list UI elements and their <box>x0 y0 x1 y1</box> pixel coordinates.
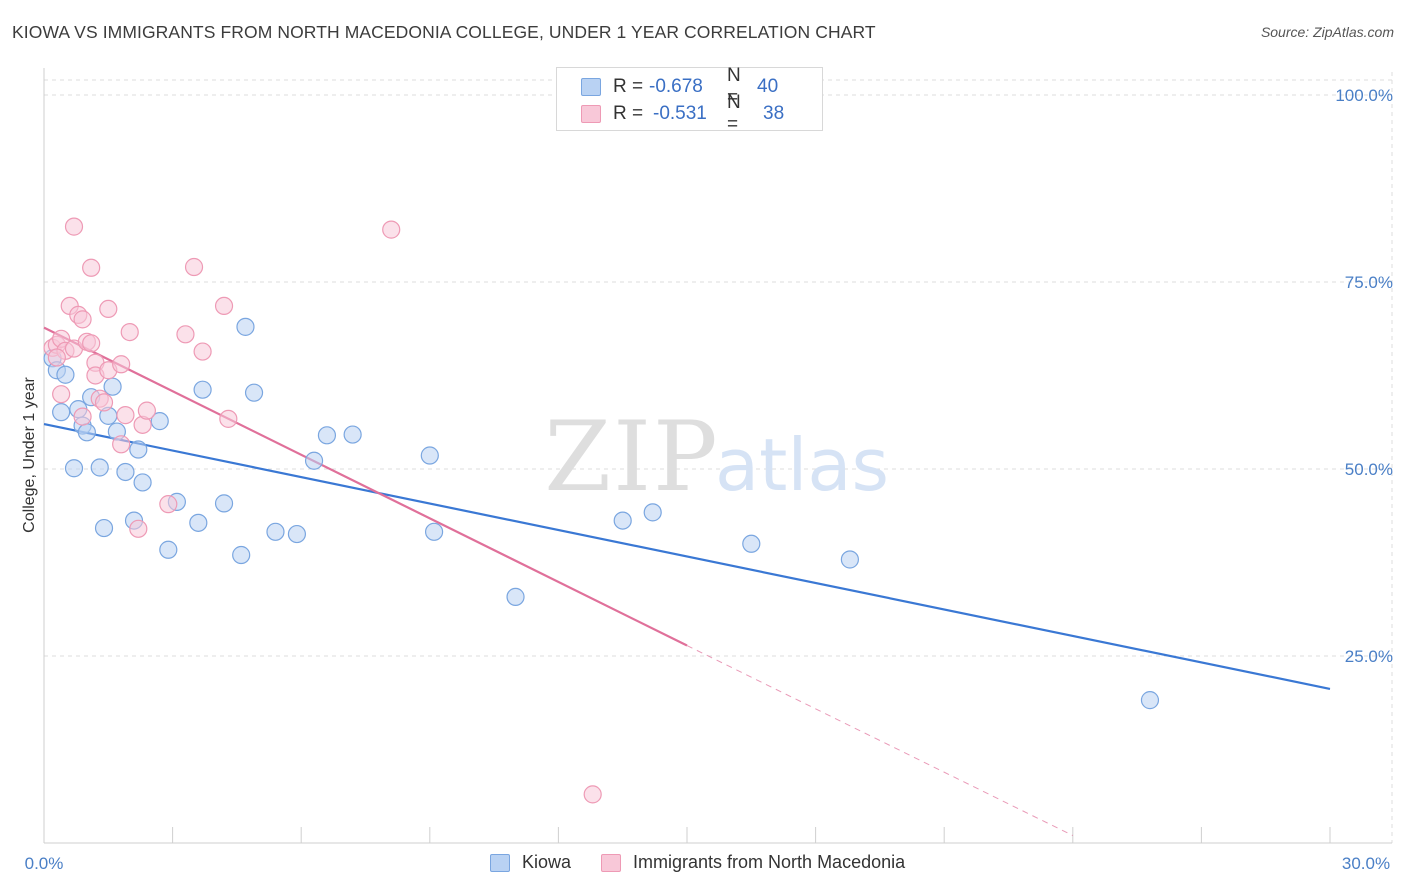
data-point-macedonia <box>214 296 234 316</box>
bottom-legend-label-macedonia: Immigrants from North Macedonia <box>633 852 906 872</box>
data-point-kiowa <box>613 511 632 530</box>
axes <box>43 68 1392 844</box>
y-tick-label: 100.0% <box>1335 86 1393 105</box>
data-point-macedonia <box>193 342 212 361</box>
legend-r-label: R = <box>613 76 644 97</box>
legend-n-value-kiowa: 40 <box>757 76 779 97</box>
trend-lines <box>43 326 1331 836</box>
data-point-kiowa <box>420 446 439 465</box>
data-point-macedonia <box>129 519 148 538</box>
y-tick-label: 25.0% <box>1345 647 1393 666</box>
watermark-zip: ZIP <box>544 401 719 513</box>
data-point-macedonia <box>116 406 135 425</box>
data-point-kiowa <box>266 522 285 541</box>
bottom-legend-macedonia: Immigrants from North Macedonia <box>601 852 905 873</box>
legend-swatch-kiowa <box>581 78 601 96</box>
data-point-macedonia <box>73 310 92 329</box>
trend-extension-1 <box>686 645 1074 836</box>
data-point-kiowa <box>56 365 75 384</box>
data-point-kiowa <box>742 534 761 553</box>
data-point-kiowa <box>150 412 169 431</box>
data-point-kiowa <box>94 518 114 538</box>
legend-row-kiowa: R = -0.678 N = 40 <box>581 65 779 108</box>
legend-n-label: N = <box>727 92 741 135</box>
data-point-macedonia <box>120 322 139 342</box>
data-point-macedonia <box>184 257 204 277</box>
data-point-kiowa <box>840 550 859 569</box>
data-point-macedonia <box>82 334 101 353</box>
data-point-macedonia <box>382 220 401 239</box>
data-point-macedonia <box>176 325 195 344</box>
data-point-kiowa <box>103 377 122 396</box>
data-point-kiowa <box>424 522 444 541</box>
data-point-macedonia <box>583 785 602 804</box>
data-point-kiowa <box>116 462 135 482</box>
bottom-legend-label-kiowa: Kiowa <box>522 852 572 872</box>
data-point-kiowa <box>189 513 208 532</box>
legend-r-value-kiowa: -0.678 <box>649 76 703 97</box>
data-point-macedonia <box>159 495 178 514</box>
data-point-kiowa <box>159 540 178 559</box>
data-point-kiowa <box>343 425 362 444</box>
data-point-macedonia <box>219 409 238 428</box>
x-tick-label: 0.0% <box>25 854 64 873</box>
data-point-macedonia <box>112 435 131 454</box>
data-point-kiowa <box>317 426 337 445</box>
bottom-legend: Kiowa Immigrants from North Macedonia <box>490 852 935 873</box>
data-point-kiowa <box>1140 691 1160 710</box>
y-axis-label: College, Under 1 year <box>21 377 38 533</box>
data-point-kiowa <box>287 524 307 544</box>
data-point-kiowa <box>129 440 148 459</box>
data-point-macedonia <box>64 217 84 236</box>
data-point-macedonia <box>52 385 71 404</box>
data-point-macedonia <box>82 258 101 277</box>
data-point-kiowa <box>52 403 71 422</box>
data-point-macedonia <box>112 355 131 374</box>
legend-r-label: R = <box>613 103 644 124</box>
legend-n-value-macedonia: 38 <box>763 103 785 124</box>
data-point-kiowa <box>214 494 234 513</box>
data-point-macedonia <box>73 407 92 426</box>
source-credit: Source: ZipAtlas.com <box>1260 24 1394 40</box>
data-point-macedonia <box>47 348 66 367</box>
legend-n-label: N = <box>727 65 741 108</box>
legend-box: R = -0.678 N = 40 R = -0.531 N = 38 <box>556 65 823 135</box>
y-tick-label: 50.0% <box>1345 460 1393 479</box>
data-point-kiowa <box>193 380 212 399</box>
x-tick-label: 30.0% <box>1342 854 1390 873</box>
data-point-macedonia <box>137 401 156 420</box>
bottom-legend-swatch-kiowa <box>490 853 510 872</box>
data-point-kiowa <box>506 587 525 606</box>
trend-line-0 <box>43 423 1331 690</box>
tick-labels: 25.0% 50.0% 75.0% 100.0% 0.0% 30.0% <box>25 86 1393 873</box>
legend-r-value-macedonia: -0.531 <box>653 103 707 124</box>
data-point-macedonia <box>94 393 114 412</box>
data-point-kiowa <box>90 458 109 477</box>
trend-line-1 <box>43 326 688 647</box>
data-point-kiowa <box>643 503 662 522</box>
data-point-macedonia <box>99 299 118 318</box>
bottom-legend-kiowa: Kiowa <box>490 852 571 873</box>
bottom-legend-swatch-macedonia <box>601 853 622 872</box>
legend-swatch-macedonia <box>581 105 601 123</box>
y-tick-label: 75.0% <box>1345 273 1393 292</box>
data-point-kiowa <box>304 451 324 470</box>
data-point-kiowa <box>64 459 84 478</box>
data-point-kiowa <box>77 423 96 442</box>
data-point-kiowa <box>232 545 251 565</box>
legend-row-macedonia: R = -0.531 N = 38 <box>581 92 785 135</box>
data-point-kiowa <box>133 473 152 492</box>
chart-title: KIOWA VS IMMIGRANTS FROM NORTH MACEDONIA… <box>12 22 876 42</box>
data-point-kiowa <box>244 383 264 402</box>
data-point-kiowa <box>236 317 255 336</box>
watermark: ZIP atlas <box>544 401 889 513</box>
watermark-atlas: atlas <box>715 423 889 507</box>
data-points <box>43 217 1160 804</box>
